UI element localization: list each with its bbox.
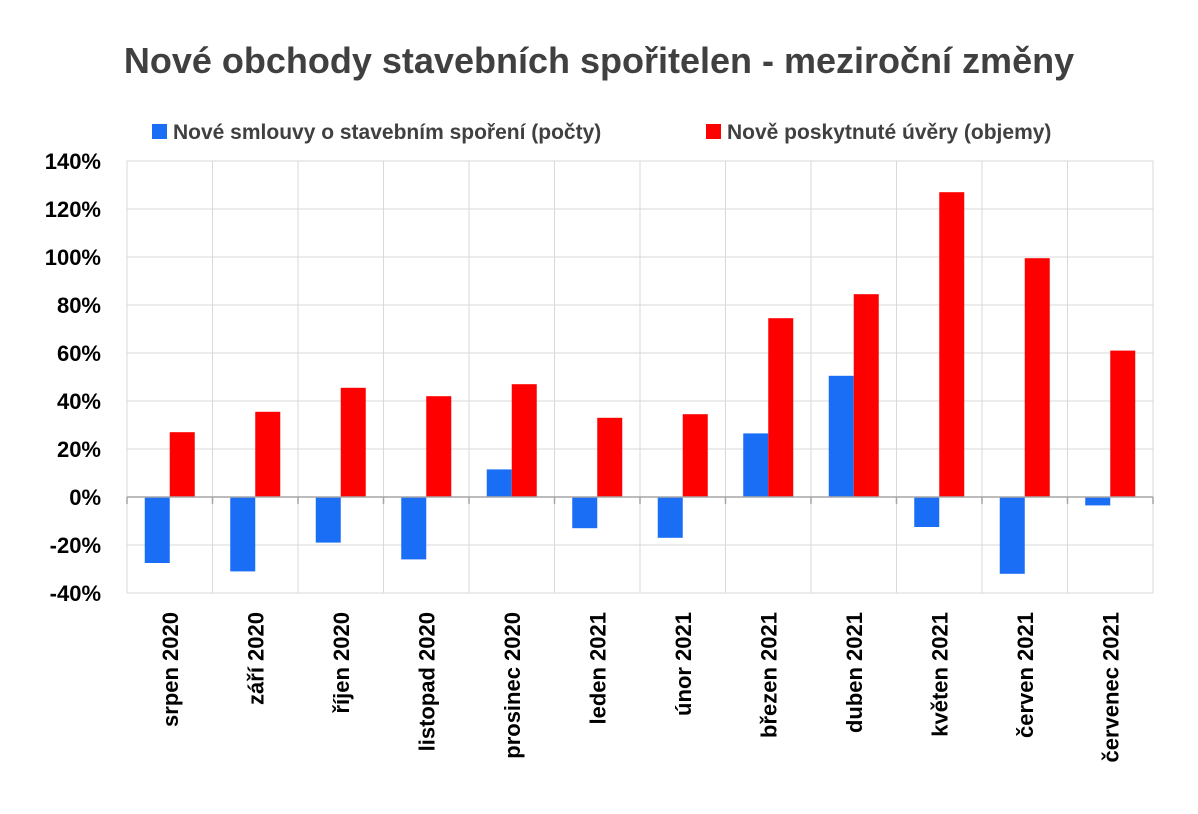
x-tick-label: duben 2021 xyxy=(842,612,867,733)
bar-uvery xyxy=(682,414,708,497)
bar-uvery xyxy=(853,294,879,497)
legend-label: Nové smlouvy o stavebním spoření (počty) xyxy=(173,121,601,144)
y-tick-label: 20% xyxy=(57,437,101,462)
bar-smlouvy xyxy=(743,433,769,497)
bar-uvery xyxy=(1110,350,1136,497)
x-tick-label: červen 2021 xyxy=(1013,612,1038,738)
x-tick-label: listopad 2020 xyxy=(414,612,439,751)
x-tick-label: únor 2021 xyxy=(671,612,696,716)
bar-uvery xyxy=(255,411,281,497)
bar-uvery xyxy=(426,396,452,497)
bar-uvery xyxy=(340,387,366,497)
x-tick-label: prosinec 2020 xyxy=(500,612,525,759)
bar-smlouvy xyxy=(144,497,170,563)
y-tick-label: 120% xyxy=(45,197,101,222)
x-tick-label: září 2020 xyxy=(243,612,268,705)
bar-smlouvy xyxy=(914,497,940,527)
legend-swatch xyxy=(706,124,721,139)
chart-title: Nové obchody stavebních spořitelen - mez… xyxy=(123,40,1075,81)
bar-uvery xyxy=(939,192,965,497)
x-tick-label: leden 2021 xyxy=(585,612,610,725)
bar-smlouvy xyxy=(999,497,1025,574)
bar-smlouvy xyxy=(1085,497,1111,506)
bar-smlouvy xyxy=(657,497,683,538)
y-tick-label: -20% xyxy=(50,533,101,558)
bar-uvery xyxy=(169,432,195,497)
y-tick-label: 0% xyxy=(69,485,101,510)
bar-smlouvy xyxy=(572,497,598,529)
y-tick-label: 100% xyxy=(45,245,101,270)
x-tick-label: březen 2021 xyxy=(756,612,781,738)
y-tick-label: 140% xyxy=(45,149,101,174)
bar-uvery xyxy=(511,384,537,497)
y-tick-label: -40% xyxy=(50,581,101,606)
bar-smlouvy xyxy=(401,497,427,560)
bar-uvery xyxy=(597,417,623,497)
bar-smlouvy xyxy=(315,497,341,543)
bar-smlouvy xyxy=(230,497,256,572)
bar-smlouvy xyxy=(828,375,854,497)
x-tick-label: říjen 2020 xyxy=(329,612,354,714)
x-tick-label: červenec 2021 xyxy=(1098,612,1123,762)
bar-uvery xyxy=(768,318,794,497)
y-tick-label: 40% xyxy=(57,389,101,414)
x-tick-label: srpen 2020 xyxy=(158,612,183,727)
legend-label: Nově poskytnuté úvěry (objemy) xyxy=(727,121,1051,144)
bar-smlouvy xyxy=(486,469,512,497)
bar-uvery xyxy=(1024,258,1050,497)
legend-swatch xyxy=(152,124,167,139)
y-tick-label: 60% xyxy=(57,341,101,366)
y-tick-label: 80% xyxy=(57,293,101,318)
x-tick-label: květen 2021 xyxy=(927,612,952,737)
